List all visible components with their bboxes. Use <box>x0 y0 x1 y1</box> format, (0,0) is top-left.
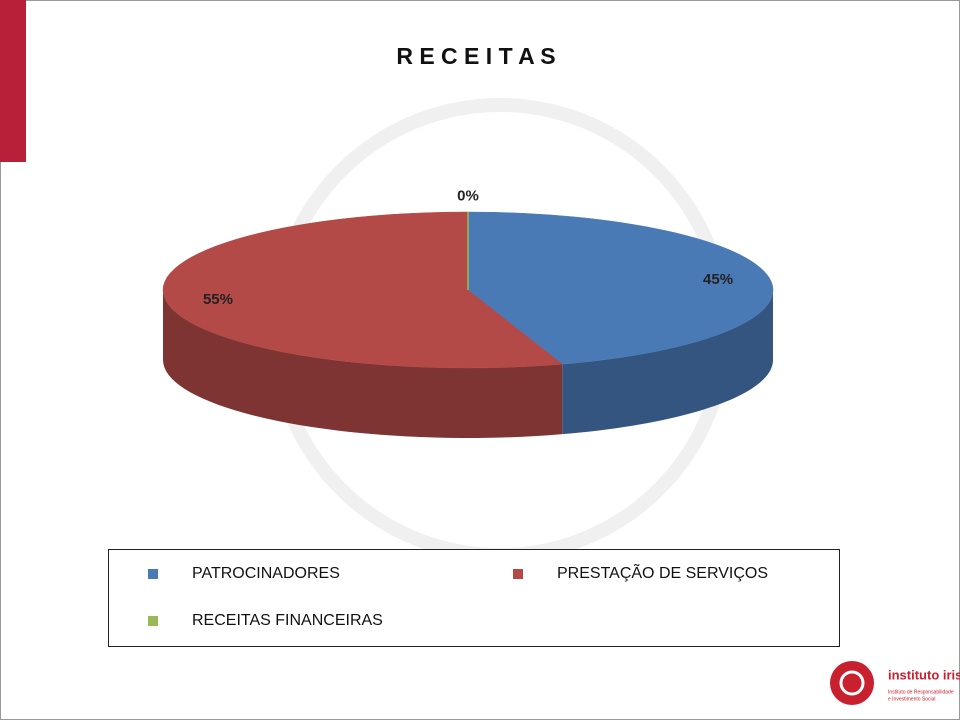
logo: instituto iris Instituto de Responsabili… <box>830 661 960 705</box>
data-label: 55% <box>203 291 233 308</box>
chart-title: R E C E I T A S <box>396 43 555 69</box>
slice <box>162 211 563 369</box>
slice-side <box>562 290 773 435</box>
legend-label: RECEITAS FINANCEIRAS <box>192 612 383 629</box>
legend-label: PRESTAÇÃO DE SERVIÇOS <box>557 562 768 582</box>
slice <box>467 211 774 365</box>
legend-swatch <box>148 616 158 626</box>
logo-tagline: Instituto de Responsabilidade <box>888 689 954 695</box>
legend-swatch <box>513 569 523 579</box>
logo-name: instituto iris <box>888 667 960 682</box>
pie: 45% 55% 0% <box>162 187 774 438</box>
logo-icon <box>830 661 874 705</box>
legend-swatch <box>148 569 158 579</box>
data-label: 0% <box>457 187 479 204</box>
logo-icon-ring <box>839 670 865 696</box>
legend: PATROCINADORES PRESTAÇÃO DE SERVIÇOS RECEI… <box>148 562 768 629</box>
accent-bar <box>0 0 26 162</box>
legend-label: PATROCINADORES <box>192 565 340 582</box>
data-label: 45% <box>703 271 733 288</box>
slice-side <box>163 290 563 438</box>
legend-box <box>108 549 840 647</box>
logo-tagline: e Investimento Social <box>888 696 936 702</box>
